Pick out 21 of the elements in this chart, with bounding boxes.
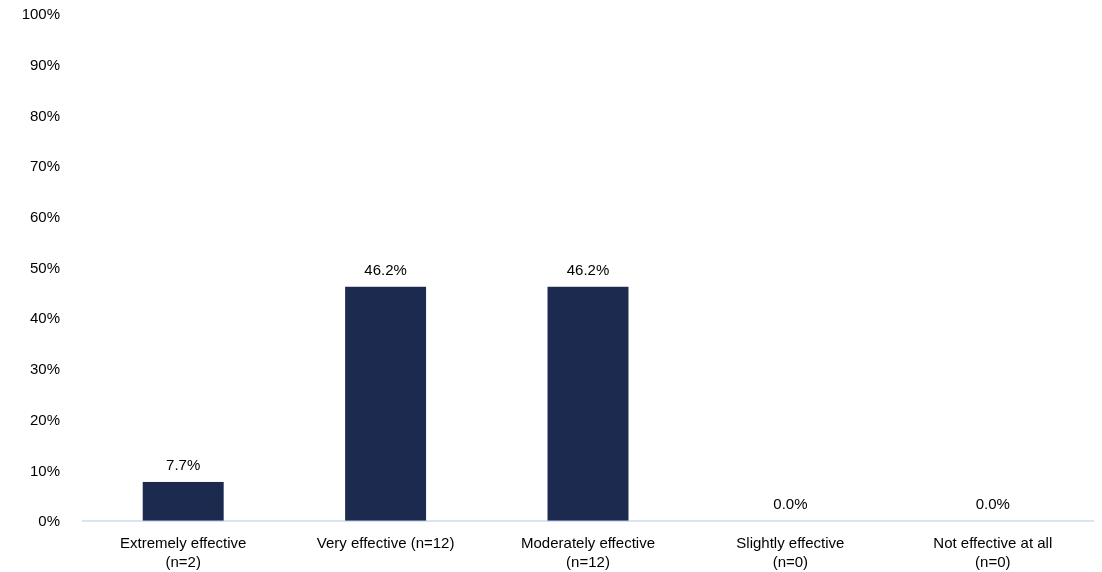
x-tick-label: Very effective (n=12) bbox=[316, 534, 455, 551]
data-label: 0.0% bbox=[773, 495, 808, 512]
y-tick-label: 90% bbox=[29, 55, 60, 73]
y-tick-label: 0% bbox=[38, 512, 60, 530]
y-tick-label: 70% bbox=[29, 157, 60, 175]
x-tick-label: Extremely effective (n=2) bbox=[119, 534, 247, 570]
data-label: 7.7% bbox=[166, 455, 201, 473]
y-tick-label: 80% bbox=[29, 106, 60, 124]
y-tick-label: 50% bbox=[29, 258, 60, 276]
x-tick-label: Slightly effective (n=0) bbox=[736, 534, 845, 570]
x-tick-label: Not effective at all (n=0) bbox=[933, 534, 1053, 570]
y-tick-label: 20% bbox=[29, 410, 60, 428]
data-label: 46.2% bbox=[566, 260, 610, 278]
y-tick-label: 100% bbox=[21, 5, 60, 23]
y-tick-label: 60% bbox=[29, 208, 60, 226]
y-tick-label: 10% bbox=[29, 461, 60, 479]
x-tick-label: Moderately effective (n=12) bbox=[521, 534, 655, 570]
y-tick-label: 40% bbox=[29, 309, 60, 327]
data-label: 46.2% bbox=[364, 260, 407, 278]
y-tick-label: 30% bbox=[29, 360, 60, 378]
data-label: 0.0% bbox=[975, 495, 1010, 512]
